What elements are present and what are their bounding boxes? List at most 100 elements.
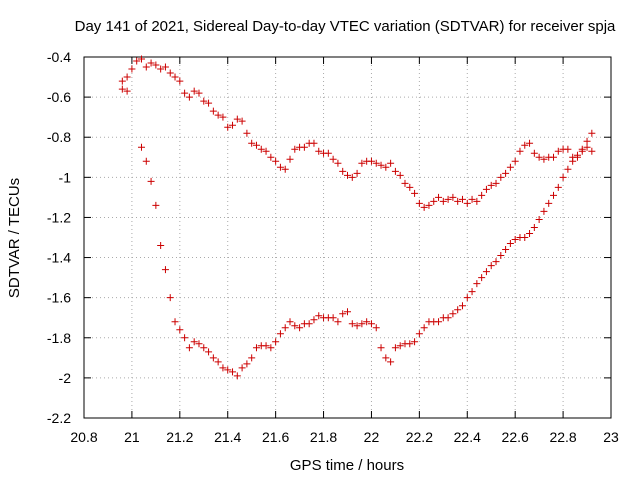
data-point	[276, 330, 284, 338]
data-point	[233, 372, 241, 380]
data-point	[583, 143, 591, 151]
data-point	[214, 111, 222, 119]
data-point	[243, 360, 251, 368]
data-point	[401, 179, 409, 187]
x-tick-label: 22.4	[454, 429, 481, 445]
data-point	[200, 97, 208, 105]
data-point	[224, 123, 232, 131]
data-point	[545, 199, 553, 207]
data-point	[526, 229, 534, 237]
data-point	[128, 65, 136, 73]
data-point	[502, 246, 510, 254]
data-point	[267, 153, 275, 161]
data-point	[458, 195, 466, 203]
data-point	[123, 73, 131, 81]
data-point	[310, 316, 318, 324]
data-point	[511, 157, 519, 165]
data-point	[391, 167, 399, 175]
data-point	[329, 155, 337, 163]
data-point	[521, 141, 529, 149]
data-point	[291, 322, 299, 330]
x-tick-label: 22.8	[549, 429, 576, 445]
data-point	[152, 61, 160, 69]
data-point	[281, 165, 289, 173]
data-point	[133, 57, 141, 65]
data-point	[473, 197, 481, 205]
x-tick-label: 21.8	[310, 429, 337, 445]
data-point	[497, 173, 505, 181]
data-point	[411, 338, 419, 346]
y-tick-label: -0.4	[47, 49, 71, 65]
data-point	[497, 252, 505, 260]
data-point	[583, 137, 591, 145]
data-point	[334, 159, 342, 167]
data-point	[391, 344, 399, 352]
data-point	[324, 149, 332, 157]
axis-ticks	[83, 56, 612, 419]
data-point	[243, 129, 251, 137]
data-point	[171, 318, 179, 326]
data-point	[286, 155, 294, 163]
data-point	[353, 322, 361, 330]
data-point	[300, 143, 308, 151]
data-point	[487, 262, 495, 270]
data-point	[492, 179, 500, 187]
y-tick-label: -1.8	[47, 330, 71, 346]
x-tick-label: 21.2	[166, 429, 193, 445]
x-tick-label: 20.8	[70, 429, 97, 445]
data-point	[262, 342, 270, 350]
data-point	[564, 145, 572, 153]
data-point	[530, 149, 538, 157]
data-point	[367, 320, 375, 328]
data-point	[363, 318, 371, 326]
data-point	[492, 258, 500, 266]
data-point	[348, 320, 356, 328]
data-point	[281, 324, 289, 332]
data-point	[435, 318, 443, 326]
data-point	[344, 308, 351, 316]
y-tick-label: -2.2	[47, 410, 71, 426]
x-tick-label: 22	[364, 429, 380, 445]
data-point	[181, 334, 189, 342]
data-point	[185, 93, 193, 101]
data-point	[147, 59, 155, 67]
y-tick-labels: -0.4 -0.6 -0.8 -1 -1.2 -1.4 -1.6 -1.8 -2 -2.2	[47, 49, 71, 426]
data-point	[262, 147, 270, 155]
grid	[84, 57, 611, 418]
data-point	[339, 310, 347, 318]
data-point	[502, 169, 510, 177]
data-point	[238, 117, 246, 125]
data-point	[252, 344, 260, 352]
data-point	[248, 139, 256, 147]
data-point	[482, 268, 490, 276]
x-axis-label: GPS time / hours	[290, 457, 404, 474]
data-point	[142, 157, 150, 165]
plot-frame	[83, 56, 612, 419]
data-point	[224, 366, 232, 374]
data-point	[372, 159, 380, 167]
data-point	[181, 89, 189, 97]
y-tick-label: -0.6	[47, 89, 71, 105]
data-point	[377, 344, 385, 352]
x-tick-label: 21.6	[262, 429, 289, 445]
data-point	[420, 324, 428, 332]
data-point	[248, 354, 256, 362]
chart-title: Day 141 of 2021, Sidereal Day-to-day VTE…	[75, 18, 616, 35]
data-point	[478, 191, 486, 199]
data-point	[550, 153, 558, 161]
data-point	[305, 320, 313, 328]
y-tick-label: -2	[59, 370, 72, 386]
series-upper-branch	[118, 55, 596, 211]
data-series	[118, 55, 596, 380]
data-point	[511, 236, 519, 244]
data-point	[118, 85, 126, 93]
data-point	[506, 240, 514, 248]
data-point	[535, 153, 543, 161]
data-point	[123, 87, 131, 95]
data-point	[195, 340, 203, 348]
data-point	[276, 163, 284, 171]
data-point	[344, 171, 351, 179]
data-point	[530, 223, 538, 231]
data-point	[387, 159, 395, 167]
